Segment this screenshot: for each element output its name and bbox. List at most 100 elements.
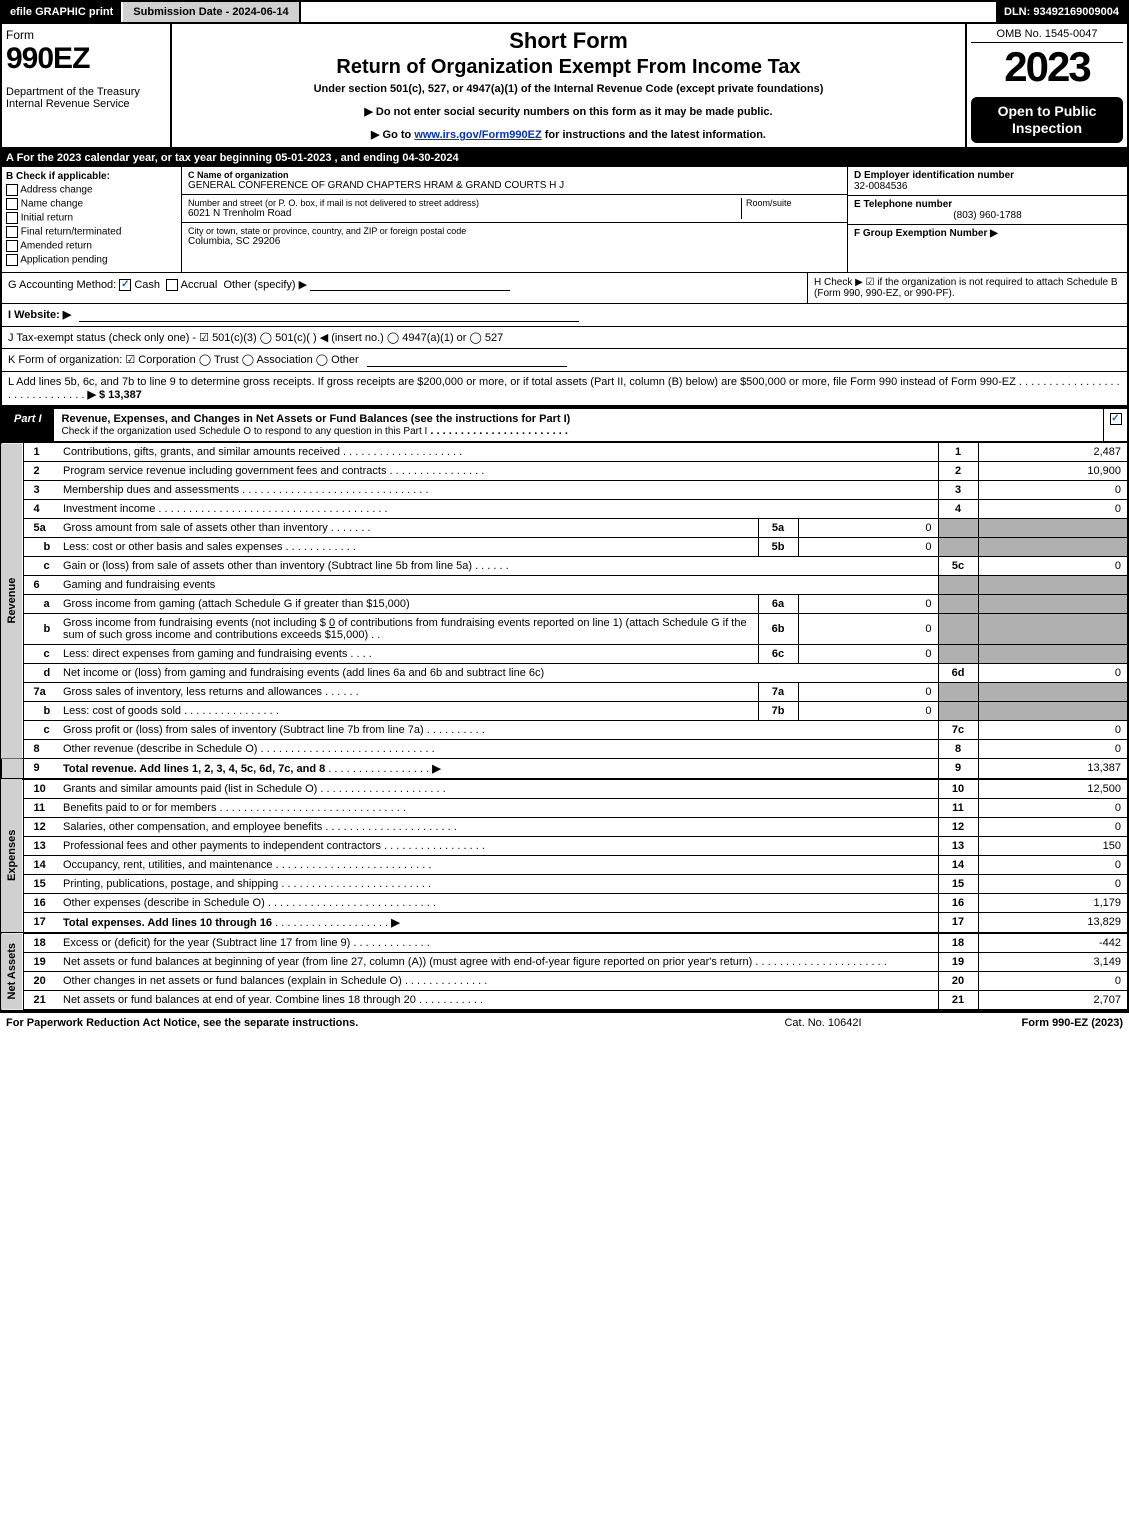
- l6b-desc: Gross income from fundraising events (no…: [57, 613, 758, 644]
- chk-application-pending[interactable]: Application pending: [6, 254, 177, 266]
- l5b-desc: Less: cost or other basis and sales expe…: [57, 537, 758, 556]
- col-c-org-info: C Name of organization GENERAL CONFERENC…: [182, 167, 847, 272]
- f-label: F Group Exemption Number ▶: [854, 228, 1121, 239]
- part1-title: Revenue, Expenses, and Changes in Net As…: [54, 409, 1103, 441]
- title-short-form: Short Form: [176, 28, 961, 54]
- city-value: Columbia, SC 29206: [188, 236, 841, 247]
- chk-address-change[interactable]: Address change: [6, 184, 177, 196]
- l18-val: -442: [978, 933, 1128, 953]
- footer-formref: Form 990-EZ (2023): [923, 1017, 1123, 1029]
- l7b-desc: Less: cost of goods sold . . . . . . . .…: [57, 701, 758, 720]
- chk-amended-return[interactable]: Amended return: [6, 240, 177, 252]
- l2-desc: Program service revenue including govern…: [57, 461, 938, 480]
- header-center: Short Form Return of Organization Exempt…: [172, 24, 967, 147]
- l15-val: 0: [978, 874, 1128, 893]
- l15-desc: Printing, publications, postage, and shi…: [57, 874, 938, 893]
- l21-desc: Net assets or fund balances at end of ye…: [57, 990, 938, 1010]
- l8-val: 0: [978, 739, 1128, 758]
- city-label: City or town, state or province, country…: [188, 226, 841, 236]
- topbar-spacer: [301, 2, 996, 22]
- l5c-desc: Gain or (loss) from sale of assets other…: [57, 556, 938, 575]
- l9-val: 13,387: [978, 758, 1128, 779]
- row-l: L Add lines 5b, 6c, and 7b to line 9 to …: [0, 372, 1129, 407]
- l6c-sv: 0: [798, 644, 938, 663]
- l10-desc: Grants and similar amounts paid (list in…: [57, 779, 938, 799]
- l21-val: 2,707: [978, 990, 1128, 1010]
- l20-val: 0: [978, 971, 1128, 990]
- l7b-sv: 0: [798, 701, 938, 720]
- l6c-desc: Less: direct expenses from gaming and fu…: [57, 644, 758, 663]
- l5a-desc: Gross amount from sale of assets other t…: [57, 518, 758, 537]
- section-bcdef: B Check if applicable: Address change Na…: [0, 167, 1129, 273]
- b-title: B Check if applicable:: [6, 171, 177, 182]
- part1-header: Part I Revenue, Expenses, and Changes in…: [0, 407, 1129, 443]
- l16-desc: Other expenses (describe in Schedule O) …: [57, 893, 938, 912]
- efile-print-button[interactable]: efile GRAPHIC print: [2, 2, 123, 22]
- part1-schedule-o-chk[interactable]: [1103, 409, 1127, 441]
- other-specify-field[interactable]: [310, 277, 510, 291]
- l14-val: 0: [978, 855, 1128, 874]
- l12-val: 0: [978, 817, 1128, 836]
- chk-accrual[interactable]: [166, 279, 178, 291]
- room-label: Room/suite: [746, 198, 841, 208]
- lines-table: Revenue 1 Contributions, gifts, grants, …: [0, 443, 1129, 1011]
- l13-desc: Professional fees and other payments to …: [57, 836, 938, 855]
- l7a-desc: Gross sales of inventory, less returns a…: [57, 682, 758, 701]
- irs-link[interactable]: www.irs.gov/Form990EZ: [414, 129, 541, 141]
- tax-year: 2023: [971, 43, 1123, 91]
- l6d-val: 0: [978, 663, 1128, 682]
- l4-val: 0: [978, 499, 1128, 518]
- website-field[interactable]: [79, 308, 579, 322]
- l14-desc: Occupancy, rent, utilities, and maintena…: [57, 855, 938, 874]
- omb-number: OMB No. 1545-0047: [971, 28, 1123, 43]
- row-gh: G Accounting Method: Cash Accrual Other …: [0, 273, 1129, 304]
- l19-desc: Net assets or fund balances at beginning…: [57, 952, 938, 971]
- col-def: D Employer identification number 32-0084…: [847, 167, 1127, 272]
- l1-desc: Contributions, gifts, grants, and simila…: [57, 443, 938, 462]
- l18-desc: Excess or (deficit) for the year (Subtra…: [57, 933, 938, 953]
- l11-desc: Benefits paid to or for members . . . . …: [57, 798, 938, 817]
- l-text: L Add lines 5b, 6c, and 7b to line 9 to …: [8, 376, 1121, 401]
- dept-label: Department of the Treasury Internal Reve…: [6, 86, 166, 110]
- l7c-val: 0: [978, 720, 1128, 739]
- topbar: efile GRAPHIC print Submission Date - 20…: [0, 0, 1129, 24]
- title-sub: Under section 501(c), 527, or 4947(a)(1)…: [176, 83, 961, 95]
- l4-desc: Investment income . . . . . . . . . . . …: [57, 499, 938, 518]
- l7c-desc: Gross profit or (loss) from sales of inv…: [57, 720, 938, 739]
- l12-desc: Salaries, other compensation, and employ…: [57, 817, 938, 836]
- row-k-form-org: K Form of organization: ☑ Corporation ◯ …: [0, 349, 1129, 372]
- header-right: OMB No. 1545-0047 2023 Open to Public In…: [967, 24, 1127, 147]
- l20-desc: Other changes in net assets or fund bala…: [57, 971, 938, 990]
- d-label: D Employer identification number: [854, 170, 1121, 181]
- note-link: ▶ Go to www.irs.gov/Form990EZ for instru…: [176, 128, 961, 141]
- l9-desc: Total revenue. Add lines 1, 2, 3, 4, 5c,…: [57, 758, 938, 779]
- l6a-desc: Gross income from gaming (attach Schedul…: [57, 594, 758, 613]
- l17-val: 13,829: [978, 912, 1128, 933]
- row-i-website: I Website: ▶: [0, 304, 1129, 327]
- chk-name-change[interactable]: Name change: [6, 198, 177, 210]
- e-label: E Telephone number: [854, 199, 1121, 210]
- l6-desc: Gaming and fundraising events: [57, 575, 938, 594]
- form-word: Form: [6, 28, 34, 42]
- other-org-field[interactable]: [367, 353, 567, 367]
- l8-desc: Other revenue (describe in Schedule O) .…: [57, 739, 938, 758]
- org-name: GENERAL CONFERENCE OF GRAND CHAPTERS HRA…: [188, 180, 841, 191]
- dln-label: DLN: 93492169009004: [996, 2, 1127, 22]
- l3-desc: Membership dues and assessments . . . . …: [57, 480, 938, 499]
- l1-num: 1: [23, 443, 57, 462]
- l5a-sv: 0: [798, 518, 938, 537]
- note-ssn: ▶ Do not enter social security numbers o…: [176, 105, 961, 118]
- chk-initial-return[interactable]: Initial return: [6, 212, 177, 224]
- vtab-expenses: Expenses: [1, 779, 23, 933]
- footer-left: For Paperwork Reduction Act Notice, see …: [6, 1017, 723, 1029]
- row-h: H Check ▶ ☑ if the organization is not r…: [807, 273, 1127, 303]
- open-public-badge: Open to Public Inspection: [971, 97, 1123, 143]
- col-b-checkboxes: B Check if applicable: Address change Na…: [2, 167, 182, 272]
- l3-val: 0: [978, 480, 1128, 499]
- chk-final-return[interactable]: Final return/terminated: [6, 226, 177, 238]
- vtab-revenue: Revenue: [1, 443, 23, 759]
- l1-rnum: 1: [938, 443, 978, 462]
- chk-cash[interactable]: [119, 279, 131, 291]
- ein-value: 32-0084536: [854, 181, 1121, 192]
- phone-value: (803) 960-1788: [854, 210, 1121, 221]
